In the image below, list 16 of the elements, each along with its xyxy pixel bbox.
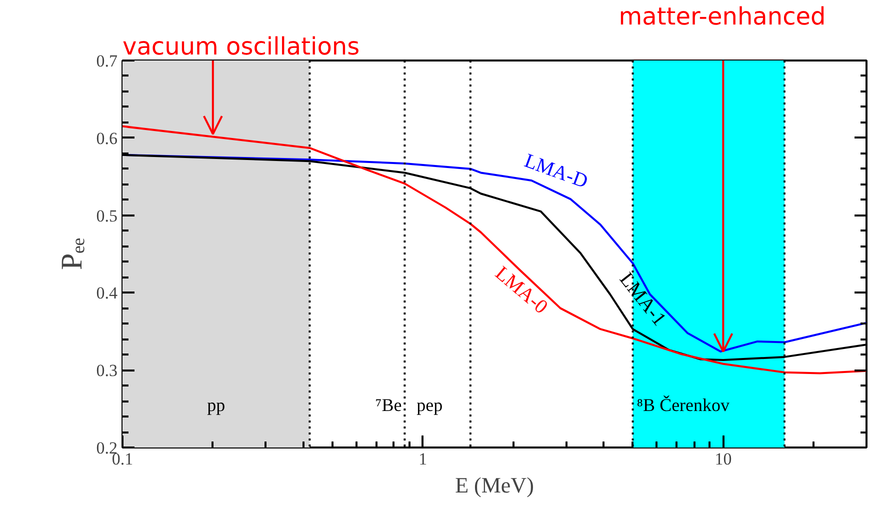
y-tick-label: 0.4 <box>96 284 118 303</box>
annotation: vacuum oscillations <box>122 32 360 60</box>
annotation: ⁷Be <box>375 394 402 415</box>
x-tick-label: 10 <box>714 450 732 468</box>
annotation: matter-enhanced <box>618 2 826 30</box>
y-tick-label: 0.7 <box>96 52 118 70</box>
annotation: ⁸B Čerenkov <box>636 394 730 415</box>
y-tick-label: 0.6 <box>96 128 118 148</box>
y-tick-label: 0.3 <box>96 361 118 380</box>
x-axis-title: E (MeV) <box>455 472 534 498</box>
y-axis-title: Pₑₑ <box>55 238 88 270</box>
annotation: pp <box>207 394 226 415</box>
annotation: pep <box>416 394 443 415</box>
y-tick-label: 0.5 <box>96 206 118 226</box>
text: LMA-D <box>521 150 591 193</box>
x-tick-label: 1 <box>418 450 428 468</box>
